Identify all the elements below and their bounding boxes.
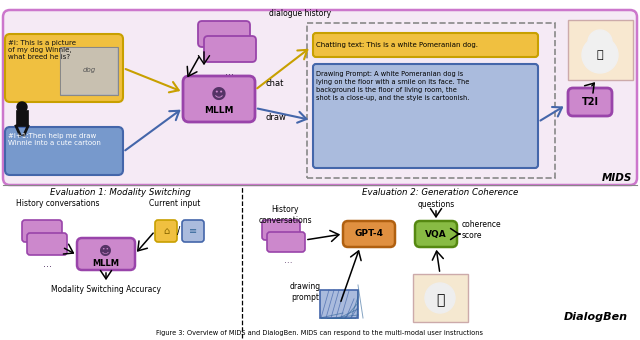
Bar: [16, 110, 28, 126]
FancyBboxPatch shape: [313, 33, 538, 57]
FancyBboxPatch shape: [204, 36, 256, 62]
Text: MIDS: MIDS: [602, 173, 632, 183]
FancyBboxPatch shape: [313, 64, 538, 168]
Bar: [413, 274, 468, 322]
Text: ☻: ☻: [211, 86, 227, 102]
FancyBboxPatch shape: [568, 88, 612, 116]
Text: T2I: T2I: [582, 97, 598, 107]
Text: MLLM: MLLM: [204, 106, 234, 115]
FancyBboxPatch shape: [5, 34, 123, 102]
Text: Current input: Current input: [149, 199, 201, 208]
Text: #i: This is a picture
of my dog Winnie,
what breed he is?: #i: This is a picture of my dog Winnie, …: [8, 40, 76, 60]
Text: ≡: ≡: [189, 226, 197, 236]
FancyBboxPatch shape: [22, 220, 62, 242]
Text: DialogBen: DialogBen: [564, 312, 628, 322]
Bar: [568, 20, 633, 80]
FancyBboxPatch shape: [267, 232, 305, 252]
Text: History
conversations: History conversations: [258, 205, 312, 225]
FancyBboxPatch shape: [198, 21, 250, 47]
Text: Drawing Prompt: A white Pomeranian dog is
lying on the floor with a smile on its: Drawing Prompt: A white Pomeranian dog i…: [316, 71, 469, 101]
Text: draw: draw: [265, 113, 286, 121]
FancyBboxPatch shape: [155, 220, 177, 242]
Text: VQA: VQA: [425, 230, 447, 238]
Text: /: /: [177, 226, 180, 236]
Circle shape: [425, 283, 455, 313]
Text: ...: ...: [284, 256, 292, 265]
Text: dialogue history: dialogue history: [269, 9, 331, 18]
Text: #i+1:Then help me draw
Winnie into a cute cartoon: #i+1:Then help me draw Winnie into a cut…: [8, 133, 101, 146]
Bar: [60, 47, 118, 95]
Text: Modality Switching Accuracy: Modality Switching Accuracy: [51, 285, 161, 294]
Text: ...: ...: [225, 67, 234, 77]
Bar: [307, 23, 555, 178]
Circle shape: [582, 37, 618, 73]
Text: chat: chat: [265, 79, 284, 87]
Text: 🐾: 🐾: [596, 50, 604, 60]
Text: coherence
score: coherence score: [462, 220, 502, 240]
FancyBboxPatch shape: [183, 76, 255, 122]
FancyBboxPatch shape: [5, 127, 123, 175]
Text: ☻: ☻: [99, 245, 113, 258]
Circle shape: [588, 30, 612, 54]
Circle shape: [17, 102, 27, 112]
Text: Figure 3: Overview of MIDS and DialogBen. MIDS can respond to the multi-modal us: Figure 3: Overview of MIDS and DialogBen…: [157, 330, 483, 336]
FancyBboxPatch shape: [27, 233, 67, 255]
Bar: [320, 290, 358, 318]
Text: Chatting text: This is a white Pomeranian dog.: Chatting text: This is a white Pomerania…: [316, 42, 478, 48]
Text: questions: questions: [417, 200, 454, 209]
Text: drawing
prompt: drawing prompt: [289, 282, 321, 302]
Text: ...: ...: [44, 259, 52, 269]
FancyBboxPatch shape: [3, 10, 637, 185]
FancyBboxPatch shape: [415, 221, 457, 247]
Text: History conversations: History conversations: [16, 199, 100, 208]
FancyBboxPatch shape: [343, 221, 395, 247]
FancyBboxPatch shape: [262, 220, 300, 240]
Text: dog: dog: [83, 67, 95, 73]
Text: Evaluation 1: Modality Switching: Evaluation 1: Modality Switching: [50, 188, 190, 197]
Bar: [61, 48, 117, 94]
Text: GPT-4: GPT-4: [355, 230, 383, 238]
Text: ⌂: ⌂: [163, 226, 169, 236]
FancyBboxPatch shape: [77, 238, 135, 270]
Text: MLLM: MLLM: [93, 259, 120, 268]
Text: Evaluation 2: Generation Coherence: Evaluation 2: Generation Coherence: [362, 188, 518, 197]
Text: 🐕: 🐕: [436, 293, 444, 307]
FancyBboxPatch shape: [182, 220, 204, 242]
